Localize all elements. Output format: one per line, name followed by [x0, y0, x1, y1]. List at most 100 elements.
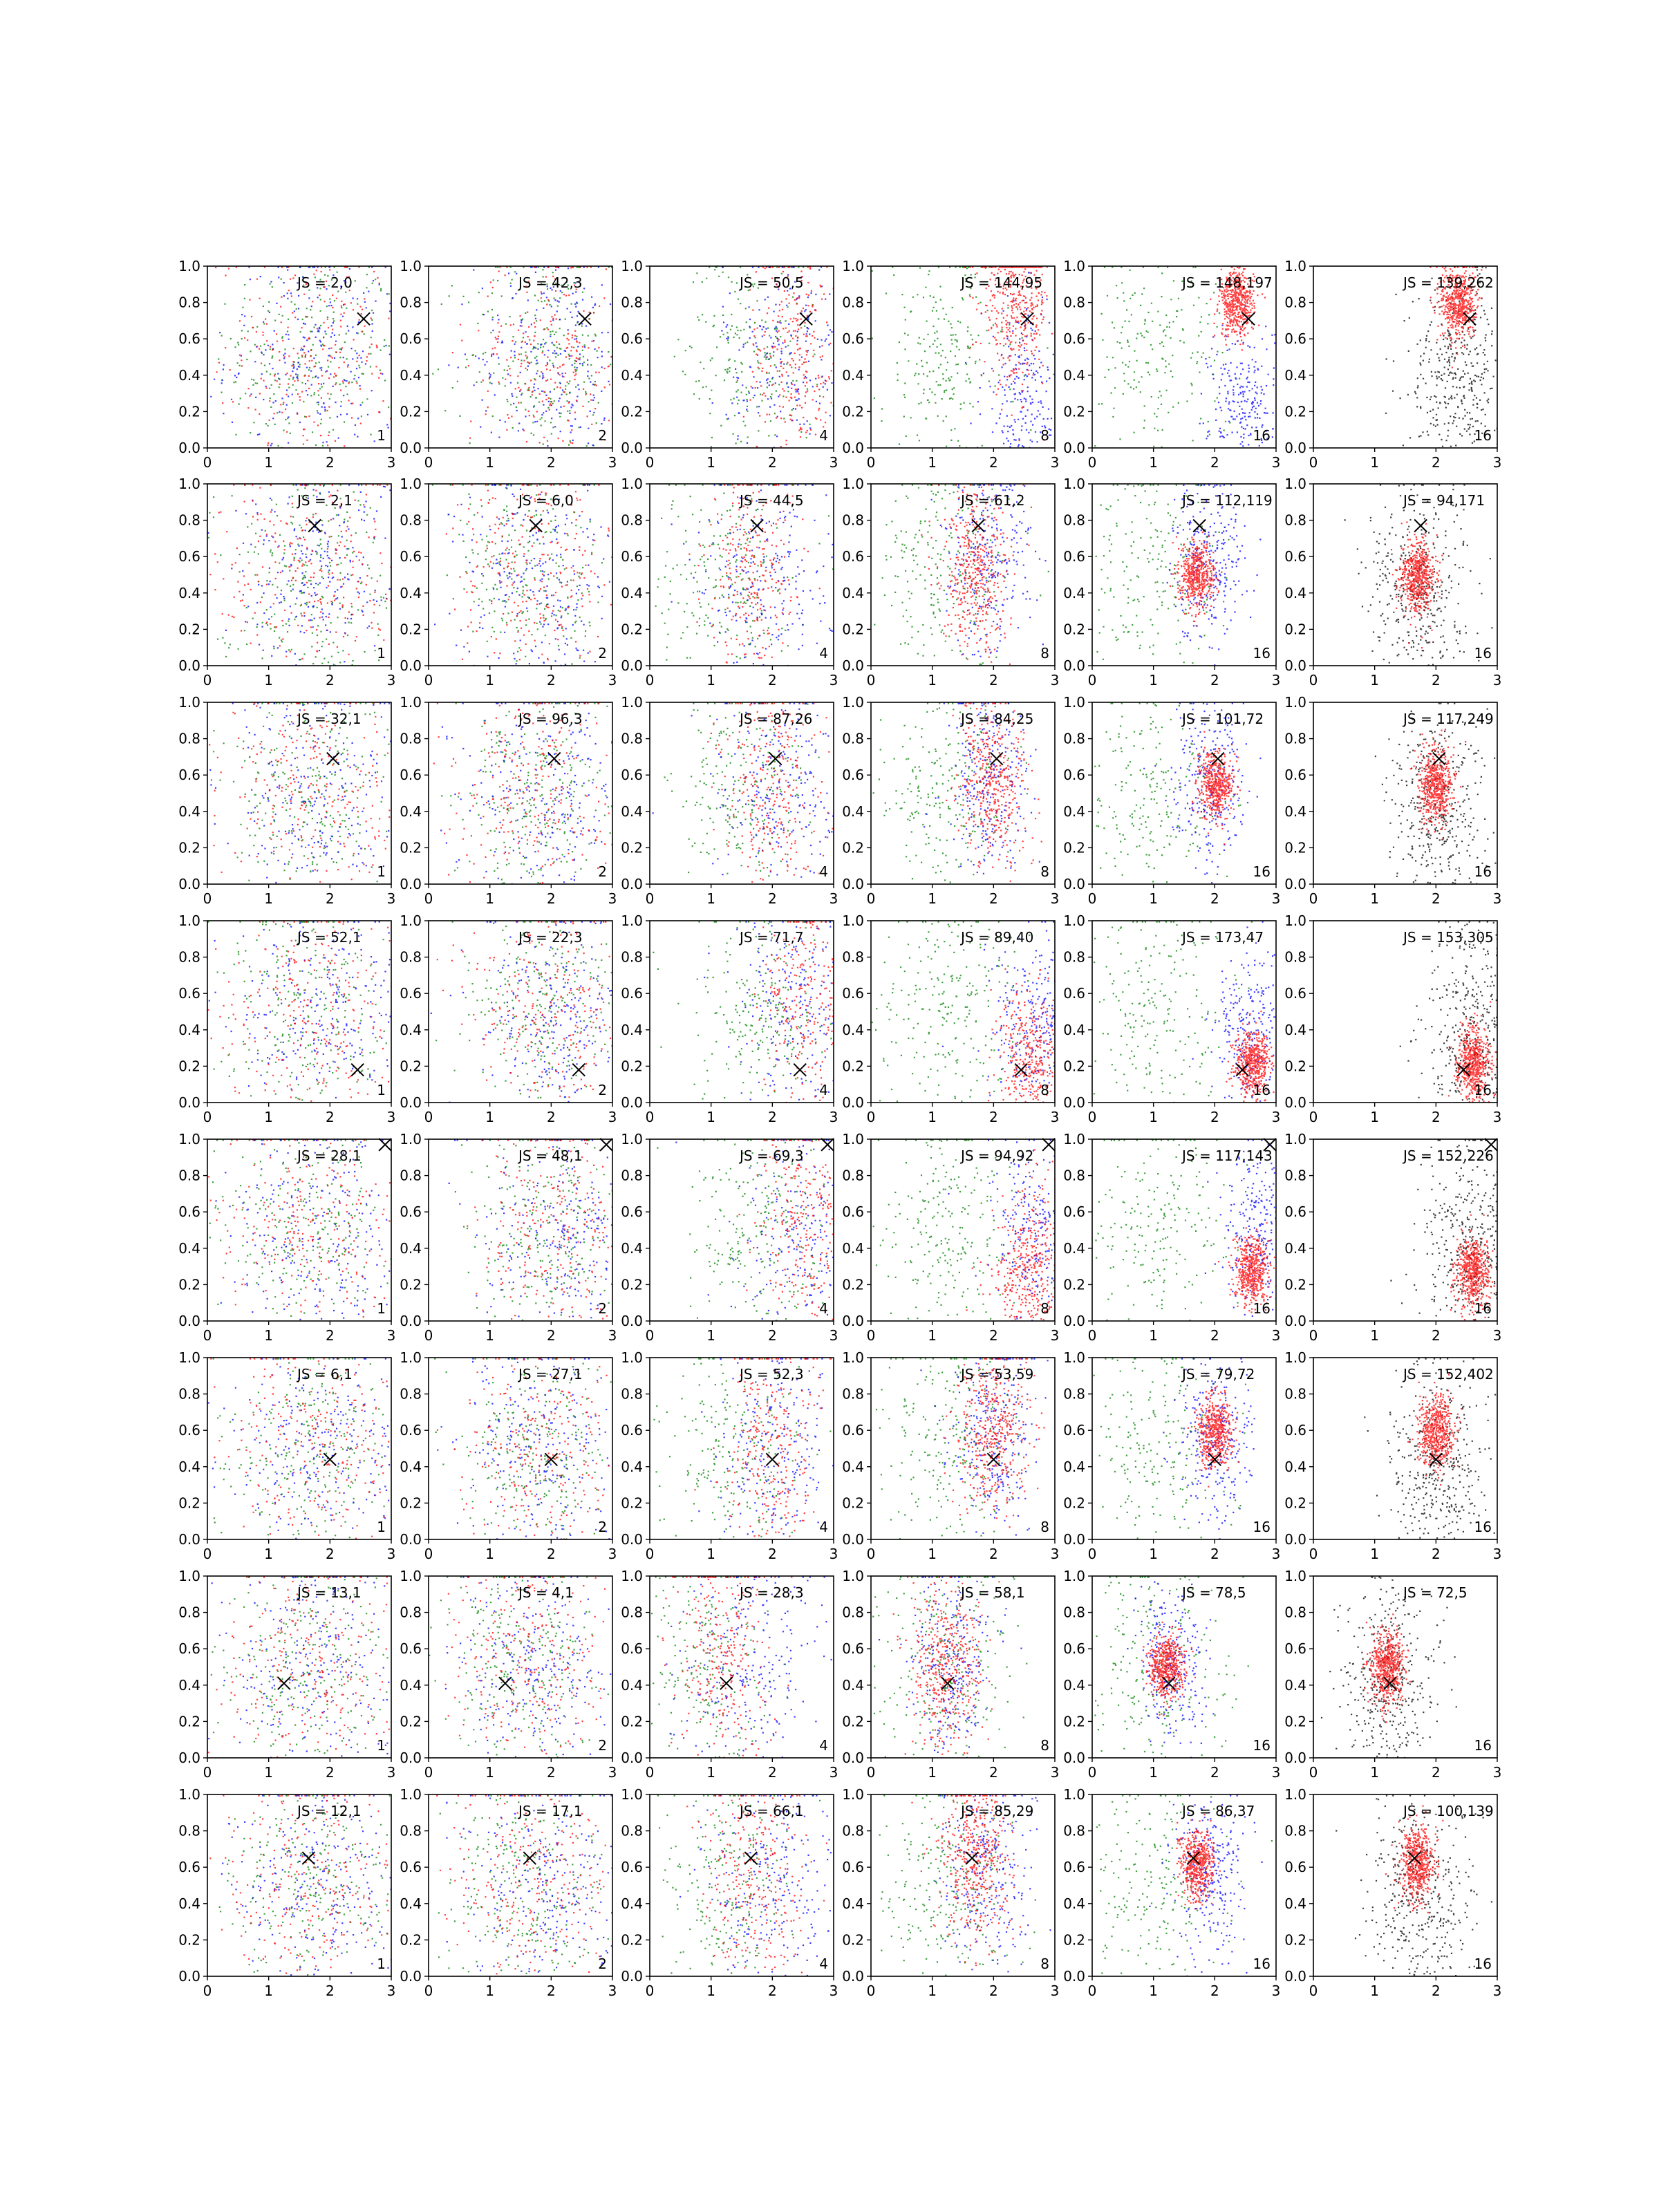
y-tick-label: 0.6 [1063, 1640, 1085, 1657]
corner-label: 8 [1040, 1956, 1049, 1972]
point-cloud-1 [673, 266, 834, 448]
y-tick-label: 1.0 [1284, 1131, 1306, 1147]
y-tick-label: 0.8 [178, 1604, 200, 1621]
x-tick-label: 0 [1088, 1983, 1097, 1999]
y-tick-label: 0.8 [621, 1386, 643, 1403]
axes-frame [428, 1357, 613, 1540]
x-tick-label: 0 [867, 454, 876, 471]
x-tick-label: 0 [1088, 890, 1097, 907]
y-tick-label: 0.8 [178, 949, 200, 966]
y-tick-label: 1.0 [842, 476, 864, 492]
x-tick-label: 2 [1432, 672, 1441, 688]
point-cloud-3 [433, 702, 612, 884]
js-label: JS = 84,25 [959, 711, 1033, 727]
point-cloud-2 [711, 266, 834, 448]
subplot-r6-c4: 0 1 2 3 0.0 0.2 0.4 0.6 0.8 1.0 JS = 53,59 8 [842, 1349, 1059, 1562]
corner-label: 16 [1253, 1300, 1271, 1317]
point-cloud-2 [1447, 1001, 1497, 1103]
x-tick-label: 1 [485, 1109, 494, 1125]
point-cloud-1 [871, 266, 1049, 448]
y-tick-label: 0.4 [400, 803, 422, 820]
y-tick-label: 1.0 [400, 258, 422, 274]
y-tick-label: 0.4 [178, 367, 200, 384]
y-tick-label: 0.8 [842, 1604, 864, 1621]
y-tick-label: 0.0 [842, 876, 864, 892]
x-tick-label: 1 [706, 1764, 715, 1781]
point-cloud-2 [1362, 1613, 1411, 1723]
point-cloud-2 [448, 1139, 612, 1321]
x-marker [1186, 1851, 1201, 1865]
axes-frame [207, 265, 392, 449]
point-cloud-3 [207, 921, 391, 1103]
scatter-points [1398, 921, 1497, 1103]
y-tick-label: 0.6 [842, 330, 864, 347]
corner-label: 4 [819, 1300, 828, 1317]
point-cloud-3 [210, 1358, 391, 1539]
point-cloud-2 [215, 1139, 391, 1321]
point-cloud-1 [879, 1794, 1036, 1976]
corner-label: 8 [1040, 863, 1049, 880]
subplot-r1-c3: 0 1 2 3 0.0 0.2 0.4 0.6 0.8 1.0 JS = 50,5 4 [621, 258, 838, 471]
x-tick-label: 0 [424, 1983, 433, 1999]
y-tick-label: 0.8 [1063, 1386, 1085, 1403]
x-tick-label: 3 [1051, 1983, 1060, 1999]
y-tick-label: 0.6 [1063, 330, 1085, 347]
y-tick-label: 1.0 [621, 476, 643, 492]
y-tick-label: 1.0 [1284, 694, 1306, 711]
scatter-points [209, 1794, 391, 1976]
js-label: JS = 48,1 [517, 1147, 583, 1164]
x-tick-label: 3 [1493, 672, 1502, 688]
x-tick-label: 2 [1432, 454, 1441, 471]
x-tick-label: 2 [768, 1327, 777, 1344]
x-tick-label: 0 [1309, 1327, 1318, 1344]
scatter-points [673, 266, 834, 448]
scatter-points [1390, 1139, 1497, 1321]
x-tick-label: 2 [326, 1764, 335, 1781]
scatter-points [1335, 1794, 1492, 1976]
x-tick-label: 1 [1149, 1983, 1158, 1999]
x-tick-label: 2 [768, 1764, 777, 1781]
y-tick-label: 0.6 [1063, 1859, 1085, 1875]
y-tick-label: 0.2 [842, 839, 864, 856]
y-tick-label: 0.8 [621, 1604, 643, 1621]
scatter-points [879, 1794, 1051, 1976]
y-tick-label: 0.8 [1063, 294, 1085, 311]
x-tick-label: 3 [1051, 1764, 1060, 1781]
x-tick-label: 1 [928, 454, 937, 471]
x-tick-label: 1 [1149, 890, 1158, 907]
x-tick-label: 1 [264, 1983, 273, 1999]
y-tick-label: 0.6 [178, 1859, 200, 1875]
point-cloud-2 [1409, 729, 1467, 840]
y-tick-label: 0.0 [621, 440, 643, 456]
y-tick-label: 0.8 [1063, 1168, 1085, 1184]
x-tick-label: 2 [1210, 1327, 1219, 1344]
x-tick-label: 3 [387, 1546, 396, 1562]
x-marker [821, 1138, 834, 1152]
scatter-points [651, 1576, 832, 1758]
x-tick-label: 1 [264, 672, 273, 688]
point-cloud-1 [653, 921, 834, 1103]
y-tick-label: 0.8 [621, 949, 643, 966]
y-tick-label: 0.0 [1063, 1750, 1085, 1766]
x-tick-label: 0 [867, 1109, 876, 1125]
corner-label: 16 [1253, 1737, 1271, 1754]
x-marker [544, 1452, 559, 1466]
y-tick-label: 0.2 [178, 403, 200, 420]
y-tick-label: 0.0 [1063, 1531, 1085, 1548]
y-tick-label: 0.6 [842, 985, 864, 1002]
y-tick-label: 0.2 [178, 1931, 200, 1948]
subplot-r8-c3: 0 1 2 3 0.0 0.2 0.4 0.6 0.8 1.0 JS = 66,1 4 [621, 1786, 838, 1999]
y-tick-label: 0.2 [400, 1713, 422, 1730]
js-label: JS = 53,59 [959, 1366, 1033, 1382]
y-tick-label: 1.0 [178, 912, 200, 929]
axes-frame [1313, 920, 1498, 1103]
y-tick-label: 0.2 [1284, 1931, 1306, 1948]
x-tick-label: 0 [646, 672, 655, 688]
y-tick-label: 0.8 [1284, 1823, 1306, 1839]
corner-label: 1 [377, 1956, 386, 1972]
corner-label: 1 [377, 1082, 386, 1098]
axes-frame [428, 1794, 613, 1977]
y-tick-label: 1.0 [178, 1131, 200, 1147]
x-marker [529, 518, 543, 533]
axes-frame [649, 1794, 834, 1977]
